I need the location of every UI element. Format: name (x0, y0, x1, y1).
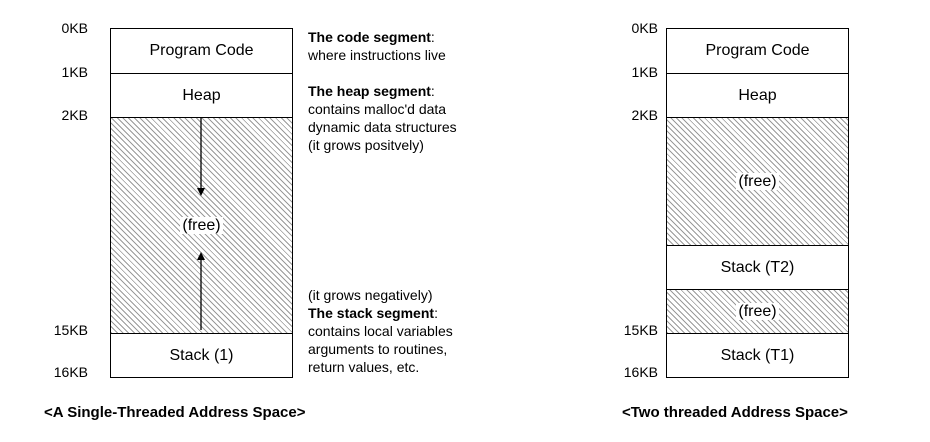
heap-segment-line2: dynamic data structures (308, 119, 457, 135)
code-segment-label-left: Program Code (149, 42, 254, 59)
heap-segment-label-left: Heap (182, 86, 221, 104)
tick-15kb-right: 15KB (623, 322, 658, 338)
heap-segment-left: Heap (111, 73, 292, 117)
code-segment-title: The code segment (308, 29, 431, 45)
code-segment-label-right: Program Code (705, 42, 810, 59)
heap-segment-right: Heap (667, 73, 848, 117)
heap-segment-line1: contains malloc'd data (308, 101, 447, 117)
stack-segment-note: (it grows negatively) The stack segment:… (308, 286, 453, 376)
heap-segment-line3: (it grows positvely) (308, 137, 424, 153)
stack-segment-line1: contains local variables (308, 323, 453, 339)
stack-segment-line3: return values, etc. (308, 359, 420, 375)
heap-segment-note: The heap segment: contains malloc'd data… (308, 82, 457, 154)
free-label-upper-right: (free) (736, 172, 779, 191)
tick-15kb-left: 15KB (53, 322, 88, 338)
stack-t1-segment: Stack (T1) (667, 333, 848, 377)
code-segment-left: Program Code (111, 29, 292, 73)
tick-2kb-right: 2KB (631, 107, 658, 123)
tick-0kb-left: 0KB (61, 20, 88, 36)
free-label-left: (free) (180, 216, 223, 235)
stack-segment-line2: arguments to routines, (308, 341, 448, 357)
code-segment-title-colon: : (430, 29, 435, 45)
heap-segment-title-colon: : (430, 83, 435, 99)
tick-0kb-right: 0KB (631, 20, 658, 36)
free-region-upper-right: (free) (667, 117, 848, 245)
stack-segment-title: The stack segment (308, 305, 435, 321)
code-segment-right: Program Code (667, 29, 848, 73)
address-space-two-threaded: Program Code Heap (free) Stack (T2) (fre… (666, 28, 849, 378)
caption-single-threaded: <A Single-Threaded Address Space> (44, 404, 306, 421)
stack-t2-segment: Stack (T2) (667, 245, 848, 289)
stack-segment-left: Stack (1) (111, 333, 292, 377)
heap-segment-title: The heap segment (308, 83, 431, 99)
stack-t1-label: Stack (T1) (720, 346, 795, 364)
tick-16kb-left: 16KB (53, 364, 88, 380)
stack-segment-title-colon: : (434, 305, 438, 321)
code-segment-desc: where instructions live (308, 47, 446, 63)
caption-two-threaded: <Two threaded Address Space> (622, 404, 848, 421)
free-label-lower-right: (free) (736, 302, 779, 321)
stack-segment-label-left: Stack (1) (169, 346, 234, 364)
free-region-lower-right: (free) (667, 289, 848, 333)
tick-2kb-left: 2KB (61, 107, 88, 123)
stack-t2-label: Stack (T2) (720, 258, 795, 276)
tick-1kb-right: 1KB (631, 64, 658, 80)
code-segment-note: The code segment: where instructions liv… (308, 28, 446, 64)
stack-growth-note: (it grows negatively) (308, 287, 433, 303)
tick-16kb-right: 16KB (623, 364, 658, 380)
heap-segment-label-right: Heap (738, 86, 777, 104)
tick-1kb-left: 1KB (61, 64, 88, 80)
